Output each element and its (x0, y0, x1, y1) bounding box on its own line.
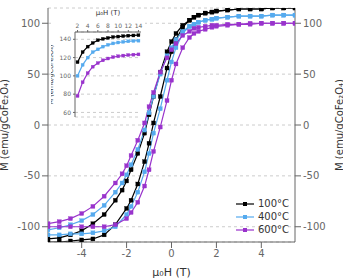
svg-text:14: 14 (135, 22, 143, 29)
svg-text:-4: -4 (77, 248, 87, 259)
svg-text:0: 0 (168, 248, 174, 259)
svg-text:-100: -100 (17, 221, 40, 232)
svg-text:-2: -2 (122, 248, 132, 259)
html-text:100°C: 100°C (257, 198, 289, 209)
svg-text:4: 4 (86, 22, 90, 29)
svg-text:M (emu/gCoFe₂O₄): M (emu/gCoFe₂O₄) (8, 79, 10, 171)
svg-text:-50: -50 (24, 170, 40, 181)
svg-text:-100: -100 (303, 221, 326, 232)
svg-text:50: 50 (303, 69, 316, 80)
svg-text:2: 2 (213, 248, 219, 259)
svg-text:6: 6 (96, 22, 100, 29)
svg-text:0: 0 (34, 120, 40, 131)
svg-text:12: 12 (124, 22, 132, 29)
svg-text:-50: -50 (303, 170, 319, 181)
svg-text:60: 60 (63, 109, 71, 116)
svg-text:80: 80 (63, 90, 71, 97)
svg-text:50: 50 (27, 69, 40, 80)
svg-text:4: 4 (258, 248, 264, 259)
svg-text:100: 100 (21, 18, 40, 29)
svg-text:120: 120 (60, 54, 72, 61)
html-text:400°C: 400°C (257, 211, 289, 222)
svg-text:10: 10 (114, 22, 122, 29)
html-text:600°C: 600°C (257, 224, 289, 235)
svg-text:8: 8 (106, 22, 110, 29)
svg-text:100: 100 (303, 18, 322, 29)
svg-text:140: 140 (60, 35, 72, 42)
svg-text:μ₀H (T): μ₀H (T) (96, 10, 121, 17)
svg-text:2: 2 (76, 22, 80, 29)
svg-text:μ₀H (T): μ₀H (T) (152, 266, 190, 279)
svg-text:100: 100 (60, 72, 72, 79)
svg-text:0: 0 (303, 120, 309, 131)
svg-text:M (emu/gCoFe₂O₄): M (emu/gCoFe₂O₄) (334, 79, 335, 171)
svg-text:M (emu/gCoFe₂O₄): M (emu/gCoFe₂O₄) (51, 45, 55, 105)
